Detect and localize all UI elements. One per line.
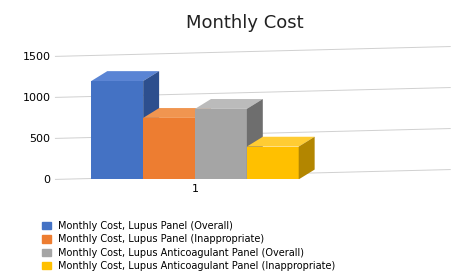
Polygon shape (143, 71, 159, 179)
Title: Monthly Cost: Monthly Cost (186, 14, 304, 31)
Polygon shape (247, 147, 299, 179)
Legend: Monthly Cost, Lupus Panel (Overall), Monthly Cost, Lupus Panel (Inappropriate), : Monthly Cost, Lupus Panel (Overall), Mon… (42, 221, 335, 271)
Polygon shape (143, 108, 211, 118)
Polygon shape (91, 71, 159, 81)
Polygon shape (195, 109, 247, 179)
Polygon shape (143, 118, 195, 179)
Polygon shape (299, 137, 315, 179)
Polygon shape (247, 137, 315, 147)
Polygon shape (247, 99, 263, 179)
Polygon shape (91, 81, 143, 179)
Polygon shape (195, 108, 211, 179)
Polygon shape (195, 99, 263, 109)
